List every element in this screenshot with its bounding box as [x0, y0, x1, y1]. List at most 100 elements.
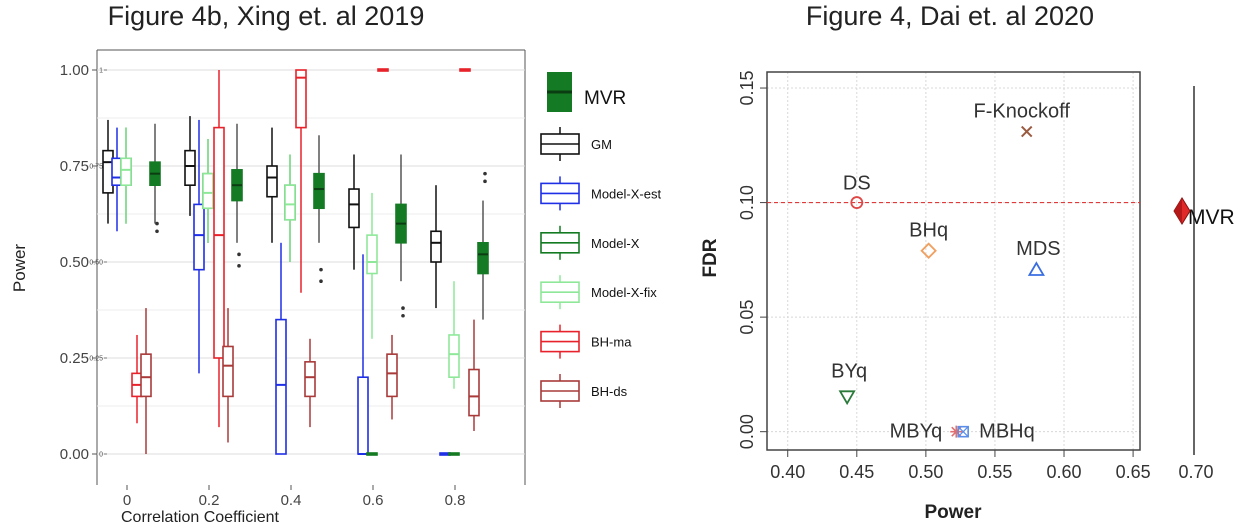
legend-item-model-x-est: Model-X-est	[540, 176, 661, 211]
marker-diamond	[920, 242, 937, 259]
right-x-tick-label: 0.70	[1178, 462, 1213, 482]
box-body	[184, 149, 196, 187]
legend-label: Model-X-est	[591, 186, 661, 201]
box-mvr-0	[149, 123, 161, 234]
box-body	[313, 172, 325, 210]
left-inner-y-tick-label: 0.50	[89, 260, 103, 267]
marker-triangle-down	[838, 390, 856, 406]
left-y-tick-label: 0.25	[60, 350, 89, 367]
right-x-tick-label: 0.65	[1116, 462, 1151, 482]
marker-x	[1021, 125, 1033, 138]
box-body	[222, 345, 234, 398]
point-label: MDS	[1016, 238, 1060, 260]
box-body	[193, 203, 205, 271]
box-gm-1	[184, 116, 196, 216]
box-body	[448, 334, 460, 378]
left-x-axis-label: Correlation Coefficient	[121, 509, 280, 526]
box-mvr-3	[395, 154, 407, 318]
right-plot-frame	[766, 71, 1141, 451]
left-inner-y-axis: 0 0.25 0.50 0.75 1	[89, 68, 107, 459]
box-body	[295, 69, 307, 129]
marker-square	[957, 425, 969, 438]
box-outlier	[155, 229, 159, 234]
box-outlier	[483, 171, 487, 176]
point-f-knockoff: F-Knockoff	[974, 101, 1070, 138]
right-y-tick-label: 0.05	[737, 300, 757, 335]
box-body	[348, 188, 360, 229]
right-y-tick-label: 0.15	[737, 71, 757, 106]
box-model-x-3	[366, 452, 378, 456]
box-body	[477, 242, 489, 275]
point-label: BHq	[909, 220, 948, 242]
mvr-legend-label: MVR	[1188, 206, 1235, 229]
box-bh-ds-0	[140, 308, 152, 454]
point-mbhq: MBHq	[957, 421, 1035, 443]
right-mvr-legend: MVR	[1173, 86, 1235, 455]
box-body	[468, 368, 480, 417]
box-model-x-fix-0	[120, 127, 132, 224]
box-mvr-4	[477, 171, 489, 320]
box-body	[202, 172, 214, 210]
box-model-x-est-1	[193, 119, 205, 374]
right-y-tick-label: 0.10	[737, 185, 757, 220]
left-chart-title: Figure 4b, Xing et. al 2019	[108, 1, 425, 31]
left-y-tick-label: 0.00	[60, 446, 89, 463]
box-bh-ds-1	[222, 308, 234, 443]
box-mvr-1	[231, 123, 243, 268]
marker-circle	[850, 196, 864, 209]
box-gm-2	[266, 127, 278, 243]
point-ds: DS	[843, 173, 871, 209]
box-outlier	[401, 313, 405, 318]
legend-label: Model-X-fix	[591, 285, 657, 300]
box-model-x-est-3	[357, 254, 369, 455]
box-body	[275, 318, 287, 455]
point-bhq: BHq	[909, 220, 948, 259]
left-inner-y-tick-label: 0.75	[89, 164, 103, 171]
box-body	[430, 230, 442, 263]
box-gm-4	[430, 185, 442, 309]
legend-label: BH-ma	[591, 335, 632, 350]
box-outlier	[483, 179, 487, 184]
marker-star	[950, 425, 963, 438]
box-body	[120, 157, 132, 187]
box-bh-ds-2	[304, 338, 316, 428]
left-x-tick-label: 0	[123, 492, 131, 509]
left-y-tick-label: 1.00	[60, 62, 89, 79]
box-body	[366, 234, 378, 275]
box-body	[266, 165, 278, 198]
box-outlier	[319, 279, 323, 284]
left-gridlines	[97, 69, 525, 455]
box-body	[386, 353, 398, 398]
right-scatter-chart: Figure 4, Dai et. al 2020 0.000.050.100.…	[700, 1, 1235, 523]
left-y-tick-label: 0.75	[60, 158, 89, 175]
box-body	[213, 126, 225, 359]
box-body	[284, 184, 296, 221]
right-y-tick-label: 0.00	[737, 414, 757, 449]
left-y-axis-label: Power	[10, 244, 29, 293]
box-model-x-fix-1	[202, 139, 214, 243]
left-y-axis: 0.00 0.25 0.50 0.75 1.00	[60, 62, 97, 463]
left-y-tick-label: 0.50	[60, 254, 89, 271]
box-bh-ma-4	[459, 68, 471, 72]
point-label: BYq	[831, 360, 867, 382]
left-x-axis: 0 0.2 0.4 0.6 0.8	[123, 485, 465, 509]
point-label: MBYq	[890, 421, 943, 443]
box-gm-3	[348, 154, 360, 270]
box-model-x-est-2	[275, 242, 287, 455]
left-boxplot-chart: Figure 4b, Xing et. al 2019 0.00 0.25 0.50…	[10, 1, 661, 526]
marker-square-cross	[957, 426, 969, 438]
legend-item-bh-ma: BH-ma	[540, 324, 632, 359]
box-bh-ma-3	[377, 68, 389, 72]
right-gridlines	[767, 72, 1140, 450]
legend-item-gm: GM	[540, 127, 612, 161]
left-inner-y-tick-label: 1	[99, 68, 103, 75]
left-x-tick-label: 0.6	[363, 492, 384, 509]
right-x-tick-label: 0.45	[839, 462, 874, 482]
legend-label: GM	[591, 137, 612, 152]
left-legend: MVR GM Model-X-est Model-X Model-X-fix BH-ma…	[540, 72, 661, 408]
box-outlier	[319, 267, 323, 272]
right-y-axis-label: FDR	[700, 238, 721, 277]
point-byq: BYq	[831, 360, 867, 406]
point-mds: MDS	[1016, 238, 1061, 276]
